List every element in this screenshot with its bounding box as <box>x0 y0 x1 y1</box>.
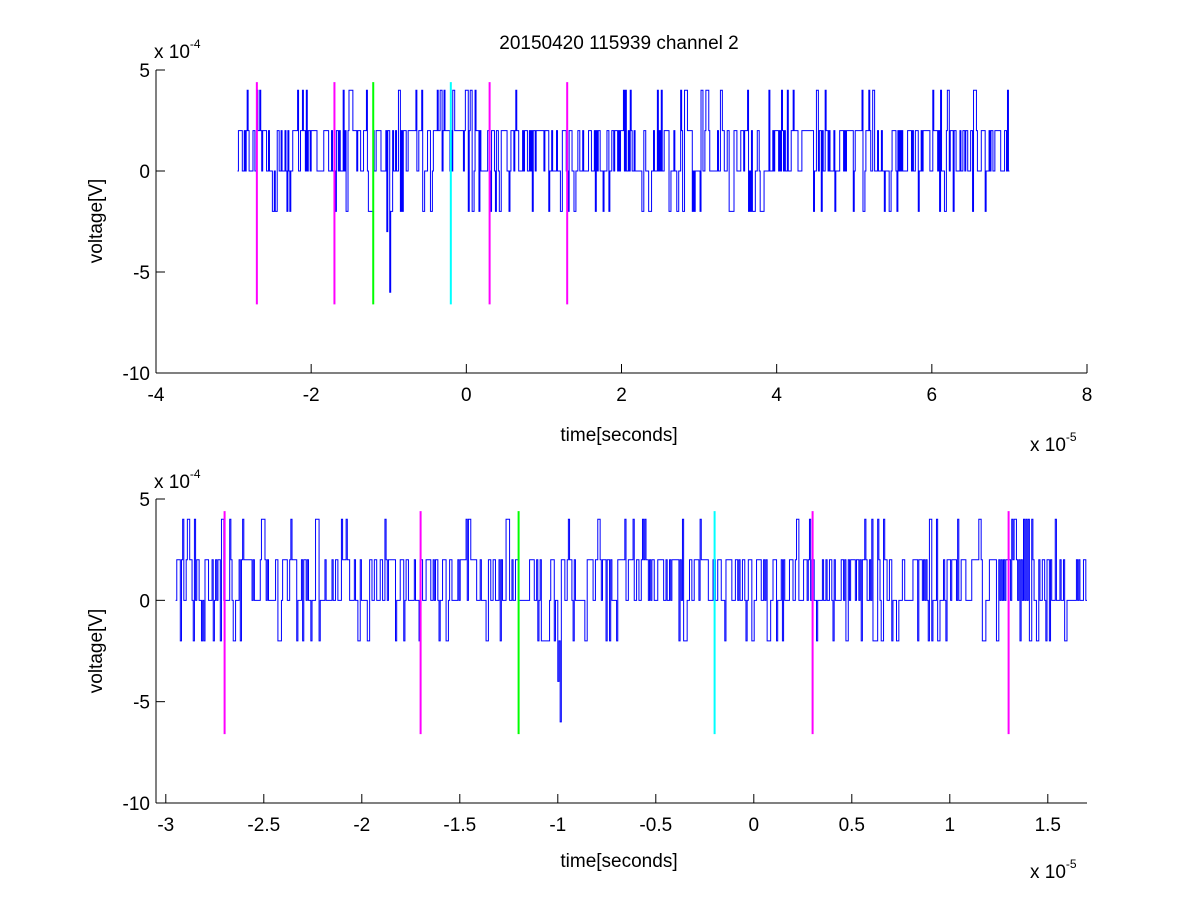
top-plot: -4 -2 0 2 4 6 8 -10 -5 0 5 time[seconds] voltage[V… <box>86 37 1092 456</box>
bottom-x-tick-label: 1 <box>945 815 956 836</box>
bottom-x-tick-label: 0.5 <box>839 815 865 836</box>
top-x-tick-label: -4 <box>148 385 165 406</box>
top-signal-layer <box>237 89 1010 293</box>
bottom-y-axis-label: voltage[V] <box>86 609 107 694</box>
bottom-y-tick-label: 5 <box>139 490 150 511</box>
top-y-tick-label: -5 <box>133 263 150 284</box>
bottom-x-tick-label: -2 <box>353 815 370 836</box>
top-y-tick-label: 5 <box>139 61 150 82</box>
bottom-plot: -3 -2.5 -2 -1.5 -1 -0.5 0 0.5 1 1.5 -10 -5 0 5 time[s… <box>86 467 1087 883</box>
bottom-signal-series-0 <box>175 518 1087 723</box>
bottom-x-tick-label: -2.5 <box>247 815 280 836</box>
top-x-axis-label: time[seconds] <box>560 425 677 446</box>
bottom-x-tick-label: -1 <box>549 815 566 836</box>
bottom-x-tick-label: 1.5 <box>1035 815 1061 836</box>
bottom-marker-layer <box>223 511 1010 735</box>
top-x-tick-label: 4 <box>771 385 782 406</box>
bottom-x-exponent-label: x 10-5 <box>1030 857 1077 883</box>
bottom-y-exponent-label: x 10-4 <box>154 467 201 493</box>
top-y-exponent-label: x 10-4 <box>154 37 201 63</box>
bottom-y-tick-label: 0 <box>139 591 150 612</box>
top-marker-layer <box>255 82 569 305</box>
top-tick-labels: -4 -2 0 2 4 6 8 -10 -5 0 5 <box>123 61 1093 406</box>
bottom-signal-layer <box>175 518 1087 723</box>
bottom-tick-labels: -3 -2.5 -2 -1.5 -1 -0.5 0 0.5 1 1.5 -10 -5 0 5 <box>123 490 1061 836</box>
bottom-x-axis-label: time[seconds] <box>560 851 677 872</box>
bottom-axes-frame <box>155 498 1087 804</box>
top-signal-series-0 <box>237 89 1010 293</box>
top-y-tick-label: -10 <box>123 364 150 385</box>
bottom-x-tick-label: -3 <box>157 815 174 836</box>
bottom-x-tick-label: -1.5 <box>443 815 476 836</box>
bottom-y-tick-label: -5 <box>133 693 150 714</box>
top-axes-frame <box>155 69 1088 374</box>
top-x-tick-label: 0 <box>461 385 472 406</box>
top-x-tick-label: 2 <box>616 385 627 406</box>
figure-title: 20150420 115939 channel 2 <box>499 33 739 54</box>
top-x-tick-label: -2 <box>303 385 320 406</box>
top-x-tick-label: 6 <box>927 385 938 406</box>
top-y-axis-label: voltage[V] <box>86 179 107 264</box>
top-x-tick-label: 8 <box>1082 385 1093 406</box>
bottom-x-tick-label: -0.5 <box>639 815 672 836</box>
bottom-x-tick-label: 0 <box>749 815 760 836</box>
bottom-y-tick-label: -10 <box>123 794 150 815</box>
top-y-tick-label: 0 <box>139 162 150 183</box>
top-x-exponent-label: x 10-5 <box>1030 430 1077 456</box>
